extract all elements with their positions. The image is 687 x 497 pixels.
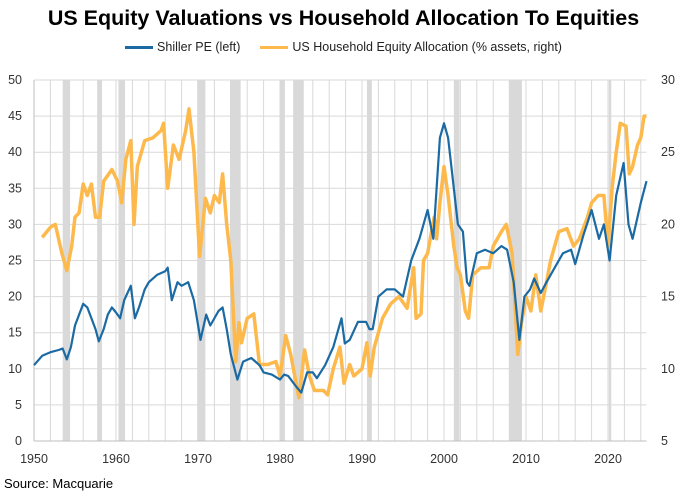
x-tick-label: 2020: [594, 452, 622, 466]
x-tick-label: 1980: [266, 452, 294, 466]
y-left-tick-label: 50: [8, 73, 22, 87]
y-right-tick-label: 25: [661, 145, 675, 159]
legend-label-shiller-pe: Shiller PE (left): [157, 40, 241, 54]
y-right-tick-label: 30: [661, 73, 675, 87]
legend: Shiller PE (left) US Household Equity Al…: [0, 40, 687, 54]
x-tick-label: 1950: [20, 452, 48, 466]
legend-swatch-shiller-pe: [125, 45, 154, 49]
legend-swatch-household-allocation: [260, 45, 289, 49]
x-tick-label: 2010: [512, 452, 540, 466]
y-right-tick-label: 20: [661, 217, 675, 231]
series-line-household-equity-allocation: [40, 107, 647, 400]
y-left-tick-label: 20: [8, 290, 22, 304]
y-left-tick-label: 25: [8, 254, 22, 268]
y-left-tick-label: 15: [8, 326, 22, 340]
series-line-shiller-pe: [33, 122, 648, 394]
chart-title: US Equity Valuations vs Household Alloca…: [47, 6, 640, 30]
x-tick-label: 1990: [348, 452, 376, 466]
y-left-tick-label: 0: [15, 434, 22, 448]
y-left-tick-label: 40: [8, 145, 22, 159]
x-tick-label: 1960: [102, 452, 130, 466]
legend-item-shiller-pe: Shiller PE (left): [125, 40, 240, 54]
y-left-tick-label: 45: [8, 109, 22, 123]
y-right-tick-label: 5: [661, 434, 668, 448]
source-note: Source: Macquarie: [4, 476, 114, 491]
x-tick-label: 1970: [184, 452, 212, 466]
y-left-tick-label: 30: [8, 217, 22, 231]
y-left-tick-label: 35: [8, 181, 22, 195]
y-right-tick-label: 10: [661, 362, 675, 376]
legend-label-household-allocation: US Household Equity Allocation (% assets…: [292, 40, 562, 54]
y-right-tick-label: 15: [661, 290, 675, 304]
y-left-tick-label: 5: [15, 398, 22, 412]
legend-item-household-allocation: US Household Equity Allocation (% assets…: [260, 40, 562, 54]
x-tick-label: 2000: [430, 452, 458, 466]
y-left-tick-label: 10: [8, 362, 22, 376]
